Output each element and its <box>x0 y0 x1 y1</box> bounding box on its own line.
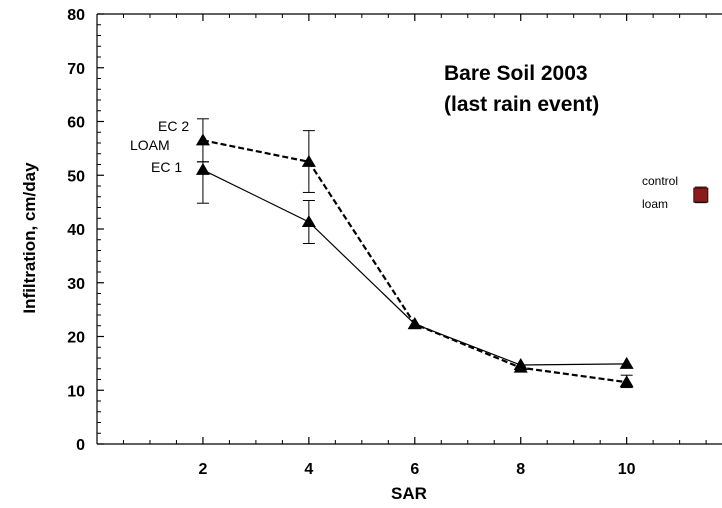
data-point-triangle <box>195 133 210 146</box>
axes: 0 10 20 30 40 50 60 70 80 2 4 6 8 10 <box>67 7 722 478</box>
x-tick-label: 10 <box>618 461 636 478</box>
y-tick-label: 40 <box>67 222 85 239</box>
annotation-control: control <box>642 174 678 188</box>
series-layer <box>195 118 709 389</box>
x-axis-title: SAR <box>391 484 427 503</box>
series-control-loam <box>693 186 709 204</box>
series-ec-1 <box>195 161 634 370</box>
data-point-triangle <box>195 162 210 175</box>
series-line <box>202 139 627 384</box>
chart-subtitle: (last rain event) <box>444 93 599 116</box>
data-point-triangle <box>513 360 528 373</box>
x-tick-label: 6 <box>410 461 419 478</box>
y-tick-label: 70 <box>67 61 85 78</box>
series-ec-2 <box>195 118 634 389</box>
data-point-square <box>693 187 709 203</box>
annotation-control-loam: loam <box>642 197 668 211</box>
annotation-ec1: EC 1 <box>151 159 182 175</box>
series-line <box>202 169 627 366</box>
data-point-triangle <box>301 215 316 228</box>
y-tick-label: 10 <box>67 383 85 400</box>
y-tick-label: 30 <box>67 276 85 293</box>
y-tick-label: 60 <box>67 115 85 132</box>
data-point-triangle <box>619 356 634 369</box>
y-tick-label: 80 <box>67 7 85 24</box>
chart-title: Bare Soil 2003 <box>444 62 588 85</box>
x-tick-label: 2 <box>198 461 207 478</box>
data-point-triangle <box>407 317 422 330</box>
annotation-ec2: EC 2 <box>158 118 189 134</box>
y-axis-title: Infiltration, cm/day <box>20 162 39 314</box>
annotation-loam: LOAM <box>130 137 170 153</box>
y-tick-label: 50 <box>67 168 85 185</box>
x-tick-label: 4 <box>304 461 313 478</box>
x-tick-label: 8 <box>516 461 525 478</box>
data-point-triangle <box>301 154 316 167</box>
y-tick-label: 20 <box>67 330 85 347</box>
data-point-triangle <box>619 375 634 388</box>
y-tick-label: 0 <box>76 437 85 454</box>
